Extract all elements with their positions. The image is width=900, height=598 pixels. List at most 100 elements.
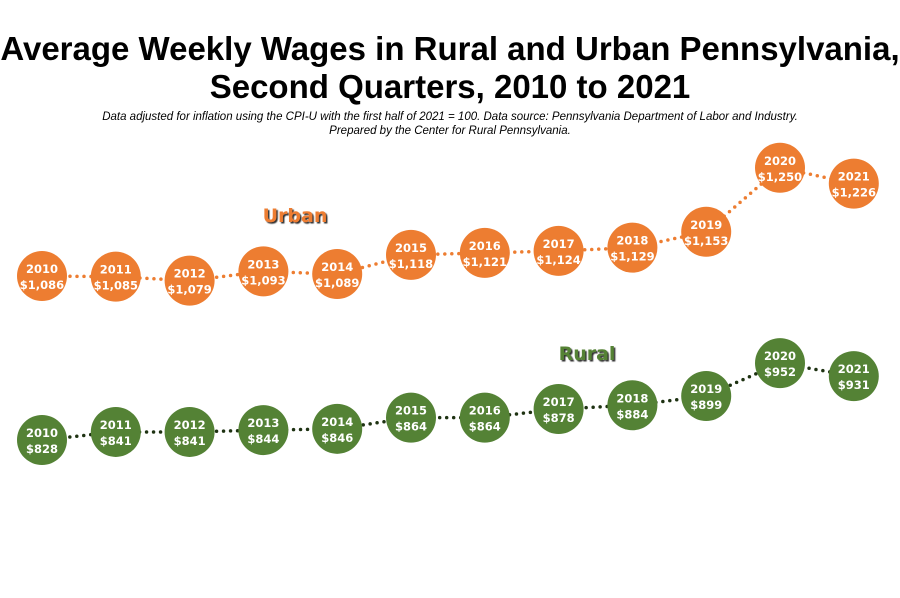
data-point-urban-2021: 2021 $1,226 — [828, 158, 879, 209]
data-point-urban-2019: 2019 $1,153 — [681, 206, 732, 257]
point-marker — [828, 351, 879, 402]
series-name-rural: Rural — [559, 343, 616, 365]
point-value-label: $1,250 — [758, 170, 802, 184]
point-marker — [90, 251, 141, 302]
data-point-rural-2016: 2016 $864 — [459, 392, 510, 443]
point-marker — [164, 406, 215, 457]
data-point-rural-2017: 2017 $878 — [533, 384, 584, 434]
point-year-label: 2019 — [690, 218, 722, 232]
point-year-label: 2018 — [616, 234, 648, 248]
point-year-label: 2013 — [247, 257, 279, 271]
data-point-urban-2014: 2014 $1,089 — [312, 249, 363, 300]
point-marker — [17, 415, 67, 465]
data-point-rural-2021: 2021 $931 — [828, 351, 879, 402]
data-point-urban-2017: 2017 $1,124 — [533, 225, 584, 276]
series-line-rural — [40, 361, 856, 442]
point-value-label: $1,079 — [167, 283, 211, 297]
point-marker — [607, 222, 658, 273]
point-value-label: $931 — [838, 378, 870, 392]
point-year-label: 2012 — [174, 418, 206, 432]
point-marker — [17, 251, 67, 301]
point-value-label: $1,153 — [684, 234, 728, 248]
point-year-label: 2011 — [100, 263, 132, 277]
point-value-label: $864 — [395, 420, 427, 434]
point-marker — [459, 392, 510, 443]
point-year-label: 2019 — [690, 382, 722, 396]
point-marker — [828, 158, 879, 209]
point-marker — [533, 384, 584, 434]
point-value-label: $844 — [247, 432, 279, 446]
data-point-urban-2011: 2011 $1,085 — [90, 251, 141, 302]
point-marker — [90, 406, 141, 457]
data-point-urban-2020: 2020 $1,250 — [755, 142, 805, 193]
data-point-rural-2014: 2014 $846 — [312, 403, 363, 454]
point-year-label: 2010 — [26, 262, 58, 276]
data-point-rural-2013: 2013 $844 — [238, 405, 289, 456]
series-line-urban — [40, 165, 856, 283]
point-marker — [755, 142, 805, 193]
point-year-label: 2014 — [321, 260, 353, 274]
series-rural: 2010 $828 2011 $841 2012 $841 2013 $844 2014 $846… — [17, 338, 879, 465]
point-year-label: 2020 — [764, 349, 796, 363]
point-value-label: $878 — [543, 411, 575, 425]
point-year-label: 2017 — [543, 395, 575, 409]
point-value-label: $846 — [321, 431, 353, 445]
point-marker — [607, 380, 658, 431]
point-value-label: $1,089 — [315, 276, 359, 290]
point-value-label: $1,086 — [20, 278, 64, 292]
series-name-urban: Urban — [263, 205, 328, 227]
series-urban: 2010 $1,086 2011 $1,085 2012 $1,079 2013 $1,093… — [17, 142, 879, 306]
point-marker — [681, 370, 732, 421]
chart-subtitle: Data adjusted for inflation using the CP… — [0, 110, 900, 138]
data-point-urban-2016: 2016 $1,121 — [459, 227, 510, 278]
point-year-label: 2021 — [838, 362, 870, 376]
point-value-label: $899 — [690, 398, 722, 412]
point-value-label: $884 — [616, 407, 648, 421]
point-value-label: $1,129 — [610, 250, 654, 264]
chart-title: Average Weekly Wages in Rural and Urban … — [0, 30, 900, 105]
data-point-urban-2012: 2012 $1,079 — [164, 255, 215, 306]
point-marker — [386, 229, 436, 280]
subtitle-line-2: Prepared by the Center for Rural Pennsyl… — [329, 125, 571, 137]
data-point-urban-2018: 2018 $1,129 — [607, 222, 658, 273]
point-value-label: $841 — [174, 434, 206, 448]
data-point-urban-2010: 2010 $1,086 — [17, 251, 67, 301]
data-point-urban-2013: 2013 $1,093 — [238, 246, 289, 297]
data-point-rural-2012: 2012 $841 — [164, 406, 215, 457]
data-point-rural-2018: 2018 $884 — [607, 380, 658, 431]
point-value-label: $1,226 — [832, 186, 876, 200]
point-value-label: $1,124 — [536, 253, 580, 267]
data-point-rural-2010: 2010 $828 — [17, 415, 67, 465]
point-year-label: 2021 — [838, 170, 870, 184]
point-marker — [238, 405, 289, 456]
point-year-label: 2013 — [247, 416, 279, 430]
point-year-label: 2017 — [543, 237, 575, 251]
point-year-label: 2015 — [395, 404, 427, 418]
point-value-label: $828 — [26, 442, 58, 456]
data-point-rural-2011: 2011 $841 — [90, 406, 141, 457]
point-year-label: 2018 — [616, 391, 648, 405]
point-value-label: $1,085 — [94, 279, 138, 293]
point-marker — [681, 206, 732, 257]
data-point-rural-2020: 2020 $952 — [755, 338, 805, 389]
point-value-label: $841 — [100, 434, 132, 448]
data-point-rural-2019: 2019 $899 — [681, 370, 732, 421]
point-year-label: 2011 — [100, 418, 132, 432]
point-marker — [164, 255, 215, 306]
point-marker — [533, 225, 584, 276]
point-marker — [386, 392, 436, 443]
point-year-label: 2010 — [26, 426, 58, 440]
point-value-label: $1,093 — [241, 273, 285, 287]
data-point-rural-2015: 2015 $864 — [386, 392, 436, 443]
point-value-label: $864 — [469, 420, 501, 434]
point-year-label: 2015 — [395, 241, 427, 255]
point-year-label: 2016 — [469, 404, 501, 418]
point-marker — [459, 227, 510, 278]
point-value-label: $1,121 — [463, 255, 507, 269]
point-marker — [312, 403, 363, 454]
point-year-label: 2014 — [321, 415, 353, 429]
point-marker — [238, 246, 289, 297]
point-marker — [312, 249, 363, 300]
point-year-label: 2012 — [174, 267, 206, 281]
